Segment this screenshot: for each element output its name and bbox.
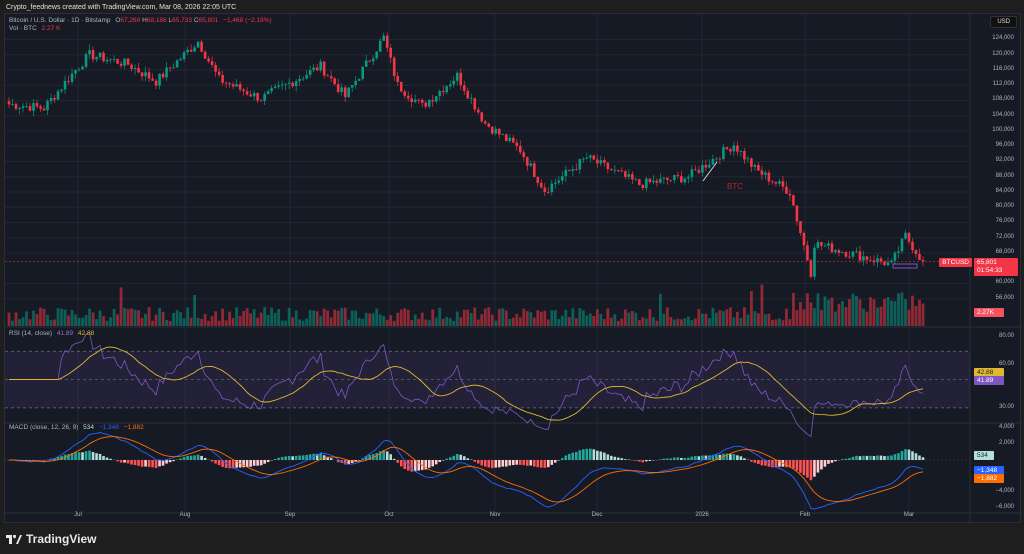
time-axis-label: Jul <box>74 512 82 518</box>
time-axis-label: Sep <box>284 512 296 518</box>
rsi-axis-label: 60.00 <box>998 361 1014 368</box>
btc-annotation: BTC <box>727 182 743 191</box>
rsi-axis-label: 30.00 <box>998 403 1014 410</box>
volume-tag: 2.27K <box>974 308 1004 317</box>
macd-axis-label: 2,000 <box>998 440 1014 446</box>
rsi-legend: RSI (14, close) 41.89 42.88 <box>9 330 95 337</box>
ohlc-values: O67,269 H68,186 L65,733 C65,801 −1,468 (… <box>115 17 272 24</box>
price-axis-label: 88,000 <box>995 172 1014 179</box>
main-legend: Bitcoin / U.S. Dollar · 1D · Bitstamp O6… <box>9 17 275 24</box>
time-axis-label: Oct <box>384 512 394 518</box>
price-axis-label: 120,000 <box>992 50 1014 57</box>
rsi-tag: 41.89 <box>974 376 1004 385</box>
time-axis-label: Aug <box>179 512 191 518</box>
price-axis-label: 72,000 <box>995 233 1014 240</box>
time-axis-label: Mar <box>903 512 915 518</box>
price-axis-label: 108,000 <box>992 96 1014 103</box>
macd-axis-label: 4,000 <box>998 424 1014 430</box>
last-price-tag: 65,801 01:54:33 <box>974 258 1018 276</box>
price-axis-label: 80,000 <box>995 203 1014 210</box>
price-axis-label: 104,000 <box>992 111 1014 118</box>
macd-legend: MACD (close, 12, 26, 9) 534 −1,348 −1,88… <box>9 424 144 431</box>
price-axis-label: 76,000 <box>995 218 1014 225</box>
rsi-ma-tag: 42.88 <box>974 368 1004 377</box>
price-axis-label: 84,000 <box>995 187 1014 194</box>
rsi-axis-label: 80.00 <box>998 333 1014 340</box>
price-axis-label: 68,000 <box>995 248 1014 255</box>
price-axis-label: 112,000 <box>992 81 1014 88</box>
price-axis-label: 92,000 <box>995 157 1014 164</box>
time-axis-label: Dec <box>591 512 603 518</box>
macd-hist-tag: 534 <box>974 451 994 460</box>
tradingview-logo: TradingView <box>6 532 96 546</box>
currency-button[interactable]: USD <box>990 16 1017 28</box>
symbol-title: Bitcoin / U.S. Dollar · 1D · Bitstamp <box>9 17 111 24</box>
chart-credit: Crypto_feednews created with TradingView… <box>6 4 237 11</box>
price-axis-label: 124,000 <box>992 35 1014 42</box>
price-axis-label: 60,000 <box>995 279 1014 286</box>
price-axis-label: 56,000 <box>995 294 1014 301</box>
price-axis-label: 116,000 <box>992 65 1014 72</box>
time-axis-label: 2026 <box>695 512 709 518</box>
macd-axis-label: −6,000 <box>995 504 1014 510</box>
time-axis-label: Feb <box>799 512 811 518</box>
signal-tag: −1,882 <box>974 474 1004 483</box>
volume-legend: Vol · BTC 2.27 K <box>9 25 61 32</box>
macd-tag: −1,348 <box>974 466 1004 475</box>
price-axis-label: 100,000 <box>992 126 1014 133</box>
chart-frame[interactable]: Bitcoin / U.S. Dollar · 1D · Bitstamp O6… <box>4 13 1022 524</box>
chart-canvas[interactable] <box>5 14 1022 524</box>
price-axis-label: 96,000 <box>995 142 1014 149</box>
symbol-tag: BTCUSD <box>939 258 972 267</box>
tradingview-logo-icon <box>6 534 22 544</box>
macd-axis-label: −4,000 <box>995 488 1014 494</box>
time-axis-label: Nov <box>489 512 501 518</box>
